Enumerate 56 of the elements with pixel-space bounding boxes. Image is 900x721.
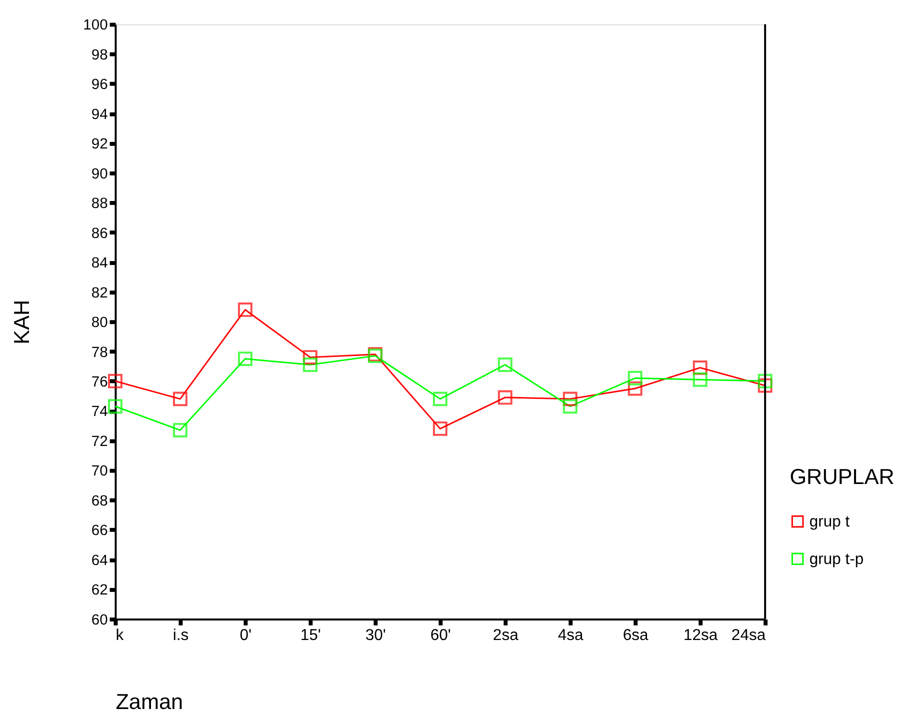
y-tick-label: 94 <box>91 106 108 123</box>
legend-label: grup t <box>809 513 850 530</box>
point <box>302 358 318 372</box>
x-axis-title: Zaman <box>116 689 184 714</box>
x-tick-label: 0' <box>240 627 252 644</box>
y-tick-label: 82 <box>91 285 108 302</box>
point <box>238 352 252 366</box>
point <box>628 381 642 396</box>
x-tick-label: 12sa <box>684 627 718 644</box>
point <box>498 358 512 372</box>
x-tick-label: 6sa <box>622 627 649 644</box>
y-tick-label: 92 <box>91 136 108 153</box>
y-tick-label: 98 <box>91 47 108 64</box>
point <box>498 390 512 405</box>
point <box>302 350 318 365</box>
x-tick-label: 4sa <box>558 627 584 644</box>
x-tick-label: 30' <box>365 627 386 644</box>
y-tick-label: 78 <box>91 344 108 361</box>
y-tick-label: 64 <box>91 552 108 569</box>
point <box>108 399 122 414</box>
y-tick-label: 88 <box>91 196 108 212</box>
point <box>562 392 578 406</box>
legend-title: GRUPLAR <box>790 464 894 490</box>
point <box>692 360 708 375</box>
y-tick-label: 74 <box>91 404 108 420</box>
point <box>432 421 448 436</box>
point <box>108 374 122 388</box>
x-tick-label: k <box>116 627 124 644</box>
x-tick-label: 24sa <box>731 627 766 644</box>
point <box>432 392 448 406</box>
x-tick-label: 2sa <box>492 627 519 644</box>
y-axis-title: KAH <box>9 300 34 344</box>
y-tick-label: 86 <box>91 226 108 242</box>
y-tick-label: 84 <box>91 256 108 272</box>
y-tick-label: 90 <box>91 166 108 182</box>
y-tick-label: 68 <box>91 493 108 510</box>
y-tick-label: 100 <box>83 18 108 34</box>
point <box>628 370 642 386</box>
x-tick-label: 15' <box>300 627 321 644</box>
y-tick-label: 62 <box>91 582 108 599</box>
point <box>562 399 578 414</box>
point <box>758 374 772 388</box>
y-tick-label: 60 <box>91 612 108 628</box>
x-tick-label: 60' <box>430 627 451 644</box>
point <box>172 392 188 406</box>
y-tick-label: 80 <box>91 315 108 332</box>
point <box>172 422 188 438</box>
y-tick-label: 96 <box>91 77 108 94</box>
legend-label: grup t-p <box>809 550 864 568</box>
y-tick-label: 76 <box>91 374 108 391</box>
y-tick-label: 66 <box>91 523 108 540</box>
point <box>238 302 252 317</box>
y-tick-label: 72 <box>91 434 108 450</box>
x-tick-label: i.s <box>172 627 189 644</box>
point <box>692 372 708 387</box>
y-tick-label: 70 <box>91 464 108 480</box>
